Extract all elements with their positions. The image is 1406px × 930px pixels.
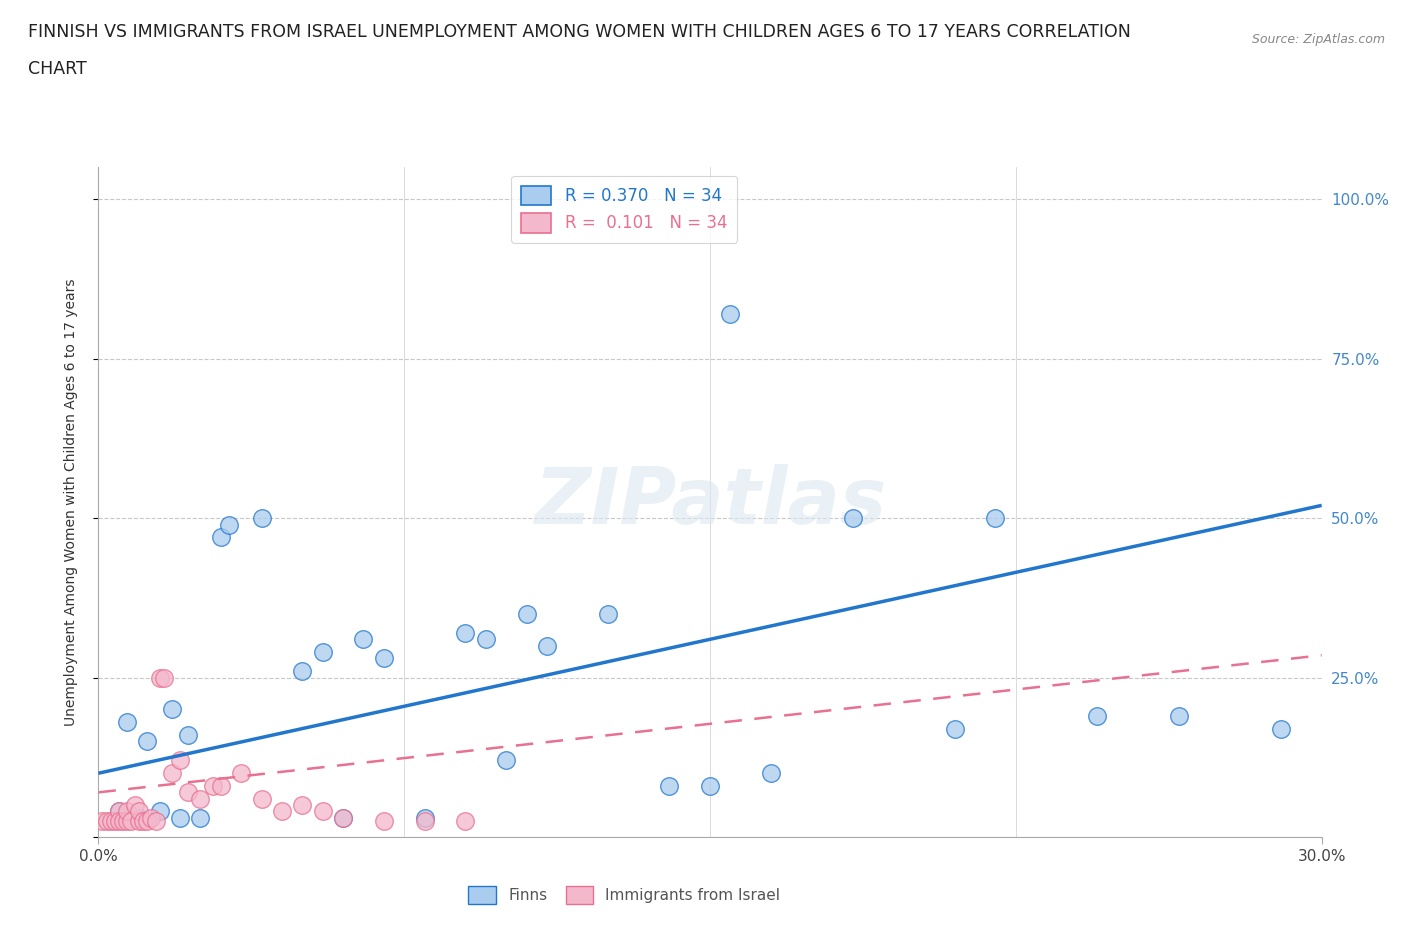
Text: FINNISH VS IMMIGRANTS FROM ISRAEL UNEMPLOYMENT AMONG WOMEN WITH CHILDREN AGES 6 : FINNISH VS IMMIGRANTS FROM ISRAEL UNEMPL… — [28, 23, 1130, 41]
Point — [104, 814, 127, 829]
Point — [495, 753, 517, 768]
Point — [943, 721, 966, 736]
Point — [136, 734, 159, 749]
Point — [413, 810, 436, 825]
Point — [373, 814, 395, 829]
Point — [516, 606, 538, 621]
Point — [96, 814, 118, 829]
Point — [169, 753, 191, 768]
Point — [270, 804, 294, 819]
Point — [128, 814, 150, 829]
Point — [250, 511, 273, 525]
Point — [1167, 709, 1189, 724]
Legend: Finns, Immigrants from Israel: Finns, Immigrants from Israel — [463, 880, 786, 910]
Point — [291, 798, 314, 813]
Point — [91, 814, 114, 829]
Point — [115, 804, 138, 819]
Point — [177, 727, 200, 742]
Point — [149, 804, 172, 819]
Text: Source: ZipAtlas.com: Source: ZipAtlas.com — [1251, 33, 1385, 46]
Point — [352, 631, 374, 646]
Point — [108, 804, 131, 819]
Point — [209, 778, 232, 793]
Point — [188, 791, 212, 806]
Point — [250, 791, 273, 806]
Text: ZIPatlas: ZIPatlas — [534, 464, 886, 540]
Point — [100, 814, 122, 829]
Point — [720, 307, 742, 322]
Point — [984, 511, 1007, 525]
Point — [115, 715, 138, 730]
Point — [1085, 709, 1108, 724]
Point — [108, 804, 131, 819]
Point — [128, 810, 150, 825]
Point — [536, 638, 558, 653]
Point — [115, 814, 138, 829]
Point — [413, 814, 436, 829]
Point — [132, 814, 155, 829]
Point — [332, 810, 354, 825]
Point — [312, 644, 335, 659]
Point — [152, 671, 174, 685]
Point — [188, 810, 212, 825]
Point — [231, 765, 253, 780]
Point — [454, 626, 477, 641]
Point — [149, 671, 172, 685]
Point — [128, 804, 150, 819]
Point — [1270, 721, 1292, 736]
Text: CHART: CHART — [28, 60, 87, 78]
Point — [658, 778, 681, 793]
Point — [841, 511, 863, 525]
Point — [761, 765, 783, 780]
Point — [169, 810, 191, 825]
Point — [160, 765, 183, 780]
Point — [160, 702, 183, 717]
Y-axis label: Unemployment Among Women with Children Ages 6 to 17 years: Unemployment Among Women with Children A… — [63, 278, 77, 726]
Point — [108, 814, 131, 829]
Point — [454, 814, 477, 829]
Point — [218, 517, 240, 532]
Point — [120, 814, 142, 829]
Point — [209, 530, 232, 545]
Point — [699, 778, 721, 793]
Point — [136, 814, 159, 829]
Point — [145, 814, 167, 829]
Point — [111, 814, 134, 829]
Point — [291, 664, 314, 679]
Point — [177, 785, 200, 800]
Point — [373, 651, 395, 666]
Point — [474, 631, 498, 646]
Point — [598, 606, 620, 621]
Point — [332, 810, 354, 825]
Point — [312, 804, 335, 819]
Point — [141, 810, 163, 825]
Point — [124, 798, 146, 813]
Point — [201, 778, 224, 793]
